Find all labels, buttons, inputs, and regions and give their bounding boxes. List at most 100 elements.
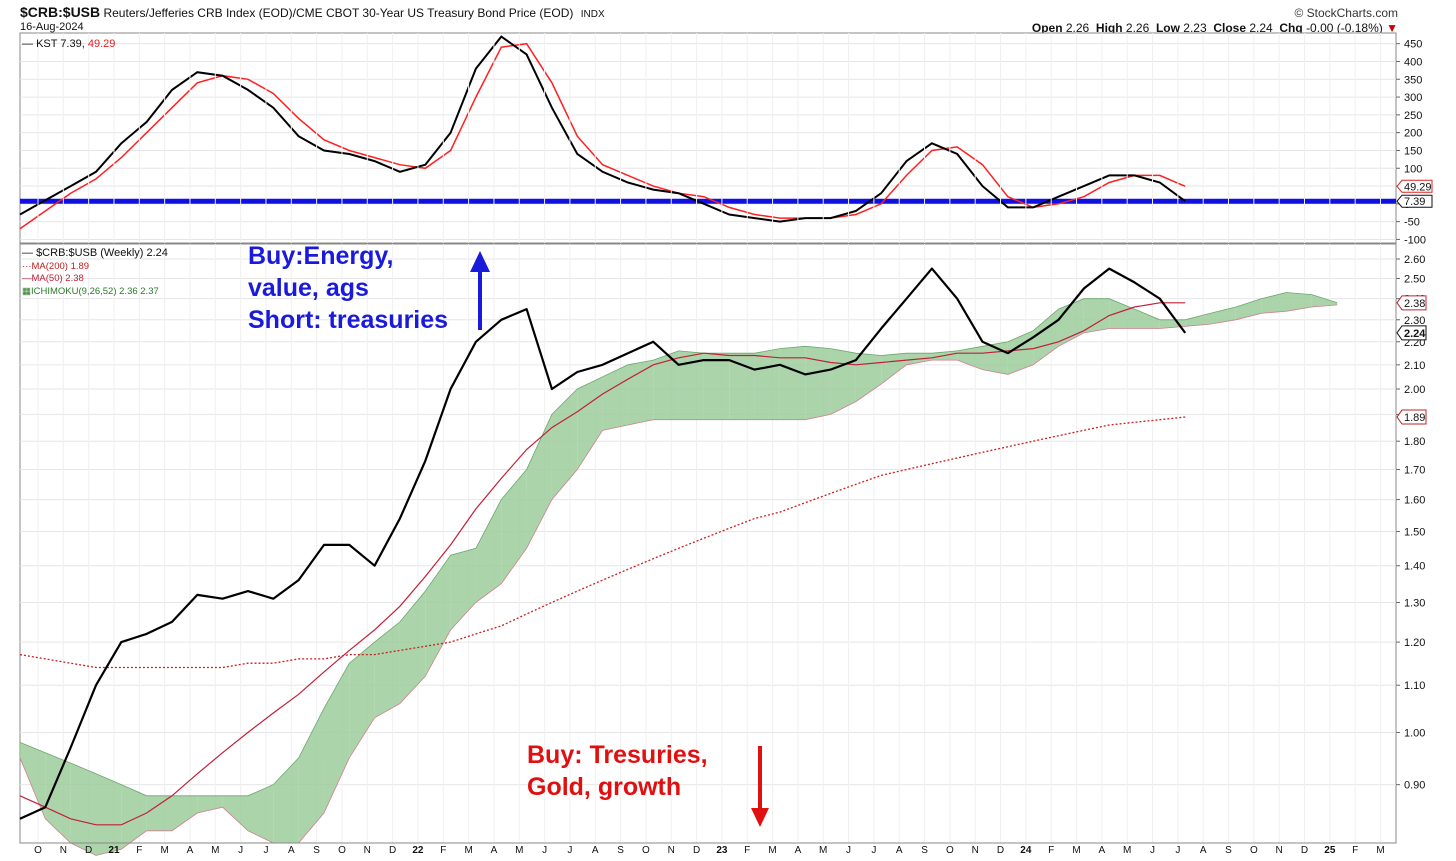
x-tick-label: O	[1250, 845, 1258, 856]
ichimoku-cloud-segment	[602, 364, 628, 431]
ichimoku-cloud-segment	[703, 353, 730, 420]
x-tick-label: 25	[1324, 845, 1336, 856]
price-tick-label: 1.60	[1404, 495, 1425, 507]
kst-tick-label: 400	[1404, 56, 1422, 68]
x-tick-label: S	[313, 845, 320, 856]
x-tick-label: N	[1276, 845, 1283, 856]
x-tick-label: D	[997, 845, 1004, 856]
x-tick-label: M	[160, 845, 168, 856]
ichimoku-cloud-segment	[222, 795, 248, 831]
ichimoku-cloud-segment	[146, 795, 172, 831]
kst-tick-label: 150	[1404, 145, 1422, 157]
close-value: 2.24	[1249, 21, 1273, 35]
ichimoku-cloud-segment	[526, 414, 552, 549]
legend-price: — $CRB:$USB (Weekly) 2.24	[22, 247, 168, 259]
x-tick-label: N	[668, 845, 675, 856]
ichimoku-cloud-segment	[501, 469, 527, 584]
kst-tick-label: 300	[1404, 92, 1422, 104]
x-tick-label: 21	[108, 845, 120, 856]
ichimoku-cloud-segment	[577, 376, 603, 470]
ichimoku-cloud-segment	[1134, 309, 1160, 329]
high-value: 2.26	[1125, 21, 1150, 35]
kst-tick-label: -50	[1404, 217, 1420, 229]
kst-line	[19, 35, 1186, 223]
x-tick-label: S	[921, 845, 928, 856]
price-tick-label: 1.00	[1404, 727, 1425, 739]
price-value-label: 2.38	[1404, 298, 1425, 310]
price-tick-label: 2.50	[1404, 273, 1425, 285]
ichimoku-cloud-segment	[1286, 292, 1312, 312]
ichimoku-cloud-segment	[805, 346, 831, 420]
legend-ichimoku: ▦ICHIMOKU(9,26,52) 2.36 2.37	[22, 286, 159, 297]
chg-down-icon: ▼	[1386, 21, 1398, 35]
ichimoku-cloud-segment	[855, 353, 882, 402]
x-tick-label: M	[1376, 845, 1384, 856]
price-value-tag	[1396, 325, 1427, 341]
ichimoku-cloud-segment	[754, 348, 780, 420]
price-tick-label: 2.00	[1404, 384, 1425, 396]
brand-label: © StockCharts.com	[1294, 6, 1398, 20]
arrow-down-head-icon	[751, 808, 769, 827]
x-tick-label: N	[972, 845, 979, 856]
ichimoku-cloud-segment	[678, 350, 704, 420]
price-value-label: 2.24	[1404, 328, 1426, 340]
ichimoku-cloud-segment	[1311, 294, 1338, 308]
ichimoku-cloud-segment	[1159, 319, 1186, 329]
ichimoku-cloud-segment	[1109, 298, 1135, 329]
ichimoku-cloud-segment	[1083, 298, 1110, 333]
x-tick-label: S	[617, 845, 624, 856]
chart-title: $CRB:$USB Reuters/Jefferies CRB Index (E…	[20, 4, 605, 20]
x-axis: O N D 21 F M A M J J A S O N D 22 F M A M J J A S O N D 23 F M A M J J A S O…	[20, 842, 1396, 856]
price-tick-label: 1.40	[1404, 561, 1425, 573]
exchange: INDX	[580, 9, 605, 20]
ichimoku-cloud-segment	[20, 742, 46, 819]
kst-tick-label: -100	[1404, 234, 1426, 246]
x-tick-label: M	[1072, 845, 1080, 856]
legend-ma200: ···MA(200) 1.89	[22, 261, 89, 272]
price-tick-label: 1.50	[1404, 527, 1425, 539]
ichimoku-cloud-segment	[779, 346, 806, 420]
x-tick-label: O	[34, 845, 42, 856]
ichimoku-cloud-segment	[1235, 298, 1262, 320]
x-tick-label: M	[819, 845, 827, 856]
ichimoku-cloud-segment	[70, 763, 96, 856]
x-tick-label: J	[238, 845, 243, 856]
kst-value-label: 49.29	[1404, 181, 1432, 193]
ichimoku-cloud-segment	[349, 642, 375, 758]
ichimoku-cloud-segment	[551, 389, 578, 500]
price-tick-label: 2.30	[1404, 315, 1425, 327]
price-tick-label: 0.90	[1404, 780, 1425, 792]
x-tick-label: F	[1352, 845, 1358, 856]
ichimoku-cloud-segment	[1261, 292, 1287, 314]
x-tick-label: D	[389, 845, 396, 856]
x-tick-label: A	[592, 845, 599, 856]
x-tick-label: 22	[412, 845, 424, 856]
x-tick-label: F	[1048, 845, 1054, 856]
price-panel: 0.90 1.00 1.10 1.20 1.30 1.40 1.50 1.60 1.70 1.80…	[19, 243, 1427, 856]
annotation-buy-treasuries: Buy: Tresuries, Gold, growth	[527, 741, 708, 801]
x-tick-label: O	[642, 845, 650, 856]
price-line	[19, 267, 1187, 820]
ichimoku-cloud-segment	[171, 795, 198, 831]
ichimoku-cloud-segment	[425, 555, 451, 677]
x-tick-label: M	[464, 845, 472, 856]
x-tick-label: M	[768, 845, 776, 856]
ichimoku-cloud-segment	[475, 499, 502, 603]
annotation-buy-energy: Buy:Energy, value, ags Short: treasuries	[248, 242, 449, 334]
x-tick-label: F	[136, 845, 142, 856]
ichimoku-cloud-segment	[957, 346, 983, 370]
close-label: Close	[1213, 21, 1247, 35]
ichimoku-span-b	[19, 304, 1338, 856]
price-tick-label: 2.60	[1404, 254, 1425, 266]
ichimoku-cloud-segment	[830, 348, 856, 415]
kst-tick-label: 450	[1404, 39, 1422, 51]
x-tick-label: M	[515, 845, 523, 856]
kst-tick-label: 350	[1404, 74, 1422, 86]
x-tick-label: J	[846, 845, 851, 856]
kst-value-label: 7.39	[1404, 196, 1425, 208]
ma200-line	[19, 416, 1186, 669]
x-tick-label: J	[1175, 845, 1180, 856]
price-value-tag	[1396, 409, 1427, 425]
price-tick-label: 1.30	[1404, 597, 1425, 609]
x-tick-label: D	[1301, 845, 1308, 856]
